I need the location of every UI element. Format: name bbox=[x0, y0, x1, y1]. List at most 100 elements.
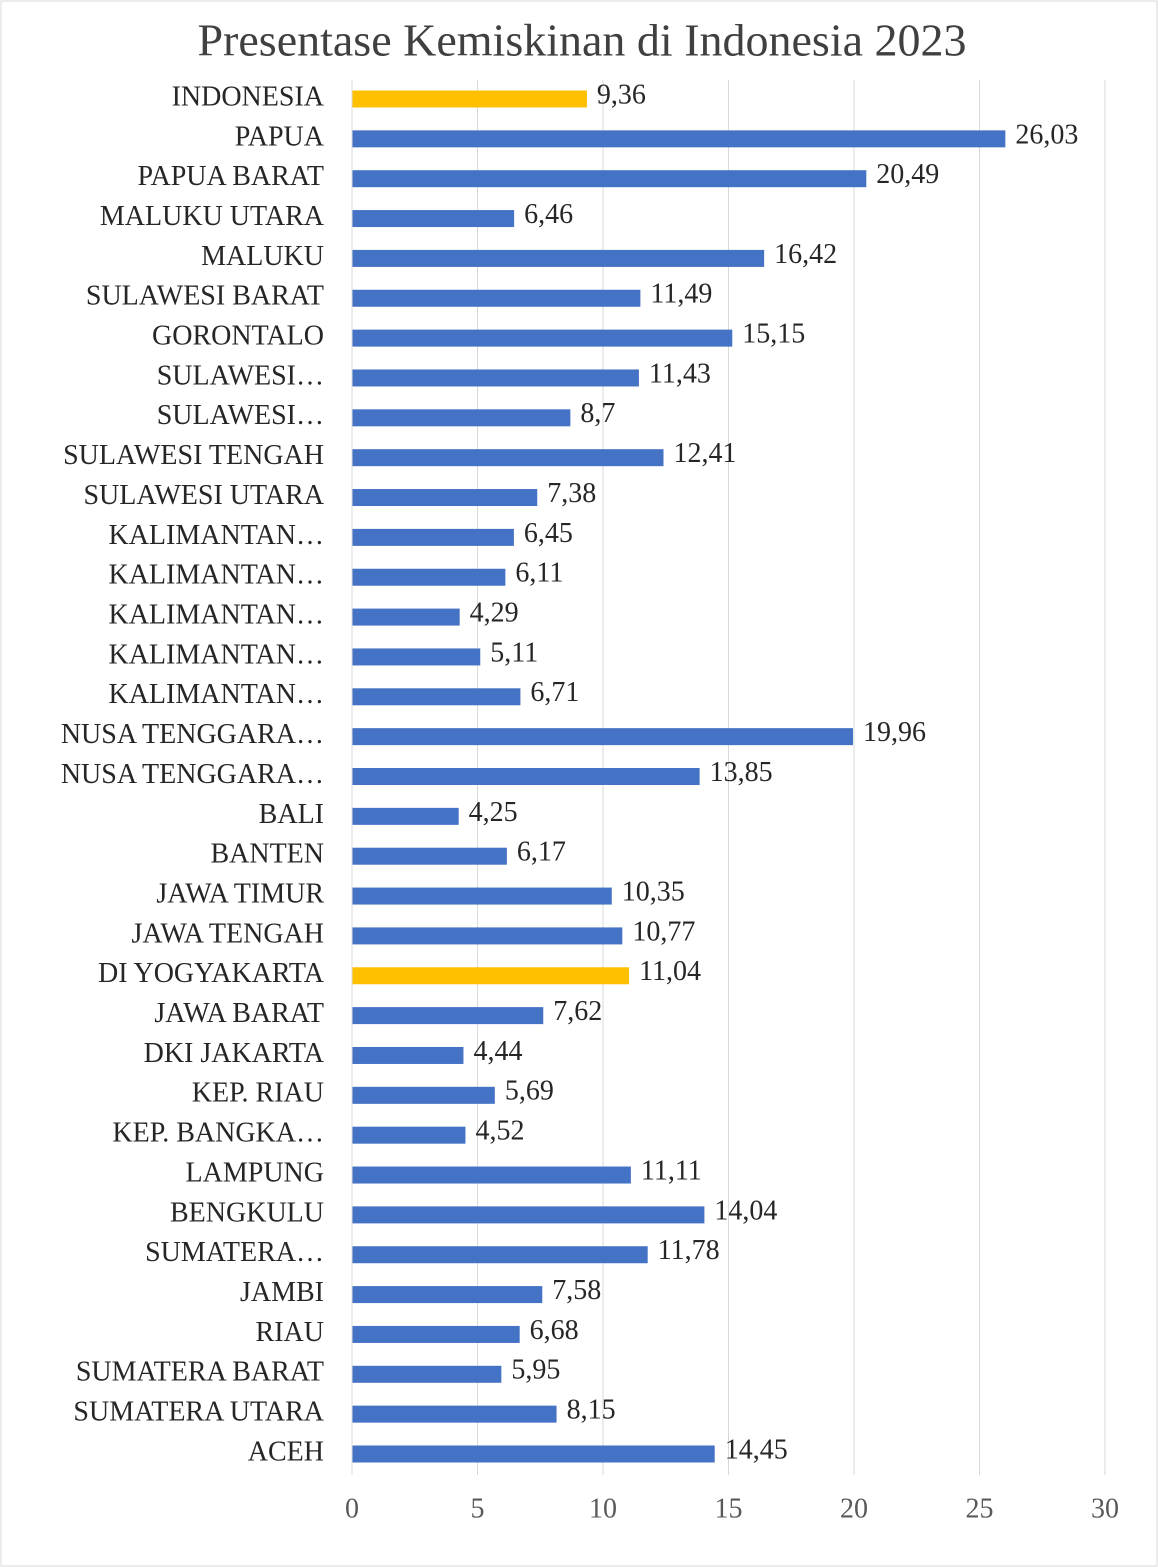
bar bbox=[352, 688, 521, 706]
bar bbox=[352, 807, 459, 825]
x-tick-label: 0 bbox=[345, 1493, 359, 1524]
y-tick-label: LAMPUNG bbox=[186, 1157, 324, 1188]
data-label: 19,96 bbox=[863, 717, 926, 748]
y-tick-label: BALI bbox=[259, 799, 324, 830]
bar bbox=[352, 1086, 495, 1104]
data-label: 4,29 bbox=[470, 598, 519, 629]
bar bbox=[352, 1046, 464, 1064]
y-tick-label: KALIMANTAN… bbox=[108, 520, 324, 551]
x-tick-label: 15 bbox=[715, 1493, 743, 1524]
bar bbox=[352, 409, 571, 427]
bar bbox=[352, 1286, 543, 1304]
y-tick-label: INDONESIA bbox=[172, 81, 325, 112]
y-tick-label: KALIMANTAN… bbox=[108, 639, 324, 670]
y-tick-label: JAWA TIMUR bbox=[156, 878, 324, 909]
bar bbox=[352, 728, 853, 746]
bar bbox=[352, 1405, 557, 1423]
bar bbox=[352, 1206, 705, 1224]
data-label: 7,62 bbox=[553, 996, 602, 1027]
y-tick-label: JAMBI bbox=[240, 1277, 324, 1308]
y-tick-label: SUMATERA UTARA bbox=[73, 1397, 324, 1428]
data-label: 10,77 bbox=[632, 916, 695, 947]
y-tick-label: DKI JAKARTA bbox=[144, 1038, 325, 1069]
bar bbox=[352, 648, 481, 666]
y-tick-label: ACEH bbox=[248, 1436, 324, 1467]
y-tick-label: KEP. RIAU bbox=[192, 1078, 324, 1109]
y-tick-label: SULAWESI… bbox=[157, 400, 324, 431]
y-tick-label: BENGKULU bbox=[170, 1197, 324, 1228]
data-label: 11,49 bbox=[650, 279, 712, 310]
y-tick-label: PAPUA BARAT bbox=[138, 161, 324, 192]
bar bbox=[352, 210, 515, 228]
data-label: 13,85 bbox=[710, 757, 773, 788]
data-label: 5,69 bbox=[505, 1076, 554, 1107]
data-label: 5,95 bbox=[511, 1355, 560, 1386]
y-tick-label: DI YOGYAKARTA bbox=[98, 958, 325, 989]
data-label: 4,52 bbox=[475, 1116, 524, 1147]
y-tick-label: SUMATERA BARAT bbox=[76, 1357, 324, 1388]
y-tick-label: GORONTALO bbox=[152, 321, 324, 352]
data-label: 20,49 bbox=[876, 159, 939, 190]
y-tick-label: NUSA TENGGARA… bbox=[61, 759, 324, 790]
bar bbox=[352, 1007, 544, 1025]
y-tick-label: KALIMANTAN… bbox=[108, 560, 324, 591]
y-tick-label: PAPUA bbox=[235, 121, 325, 152]
y-tick-label: SULAWESI BARAT bbox=[86, 281, 324, 312]
bar bbox=[352, 887, 612, 905]
bar bbox=[352, 369, 639, 387]
bar bbox=[352, 768, 700, 785]
bar bbox=[352, 1445, 715, 1463]
y-tick-label: SULAWESI UTARA bbox=[83, 480, 324, 511]
y-tick-label: JAWA BARAT bbox=[154, 998, 324, 1029]
data-label: 6,17 bbox=[517, 837, 566, 868]
x-tick-label: 5 bbox=[471, 1493, 485, 1524]
y-tick-label: BANTEN bbox=[210, 839, 324, 870]
bar bbox=[352, 329, 733, 347]
y-tick-label: JAWA TENGAH bbox=[132, 918, 324, 949]
y-tick-label: KALIMANTAN… bbox=[108, 600, 324, 631]
data-label: 4,25 bbox=[469, 797, 518, 828]
data-label: 11,11 bbox=[641, 1155, 702, 1186]
data-label: 11,04 bbox=[639, 956, 701, 987]
data-label: 8,15 bbox=[567, 1395, 616, 1426]
chart-title: Presentase Kemiskinan di Indonesia 2023 bbox=[197, 15, 966, 66]
y-tick-label: KEP. BANGKA… bbox=[112, 1118, 324, 1149]
data-label: 15,15 bbox=[742, 319, 805, 350]
y-tick-label: MALUKU UTARA bbox=[100, 201, 325, 232]
x-tick-label: 20 bbox=[840, 1493, 868, 1524]
x-tick-label: 30 bbox=[1091, 1493, 1119, 1524]
data-label: 6,46 bbox=[524, 199, 573, 230]
bar bbox=[352, 289, 641, 307]
bar bbox=[352, 1166, 631, 1184]
data-label: 6,11 bbox=[515, 558, 563, 589]
y-tick-label: MALUKU bbox=[201, 241, 324, 272]
data-label: 10,35 bbox=[622, 876, 685, 907]
data-label: 7,38 bbox=[547, 478, 596, 509]
y-tick-label: RIAU bbox=[256, 1317, 324, 1348]
y-tick-label: SULAWESI TENGAH bbox=[63, 440, 324, 471]
bar bbox=[352, 249, 765, 267]
data-label: 16,42 bbox=[774, 239, 837, 270]
x-tick-label: 10 bbox=[589, 1493, 617, 1524]
y-tick-label: SULAWESI… bbox=[157, 360, 324, 391]
bar bbox=[352, 1365, 502, 1383]
bar bbox=[352, 608, 460, 626]
data-label: 11,78 bbox=[658, 1235, 720, 1266]
bar bbox=[352, 1246, 648, 1264]
data-label: 4,44 bbox=[473, 1036, 522, 1067]
data-label: 6,45 bbox=[524, 518, 573, 549]
bar bbox=[352, 130, 1006, 148]
bar bbox=[352, 90, 587, 108]
x-tick-label: 25 bbox=[966, 1493, 994, 1524]
data-label: 7,58 bbox=[552, 1275, 601, 1306]
bar bbox=[352, 170, 867, 188]
bar bbox=[352, 1126, 466, 1144]
data-label: 5,11 bbox=[490, 637, 538, 668]
data-label: 6,71 bbox=[530, 677, 579, 708]
data-label: 26,03 bbox=[1015, 119, 1078, 150]
data-label: 14,04 bbox=[714, 1195, 777, 1226]
bar bbox=[352, 449, 664, 467]
data-label: 6,68 bbox=[530, 1315, 579, 1346]
y-tick-label: NUSA TENGGARA… bbox=[61, 719, 324, 750]
